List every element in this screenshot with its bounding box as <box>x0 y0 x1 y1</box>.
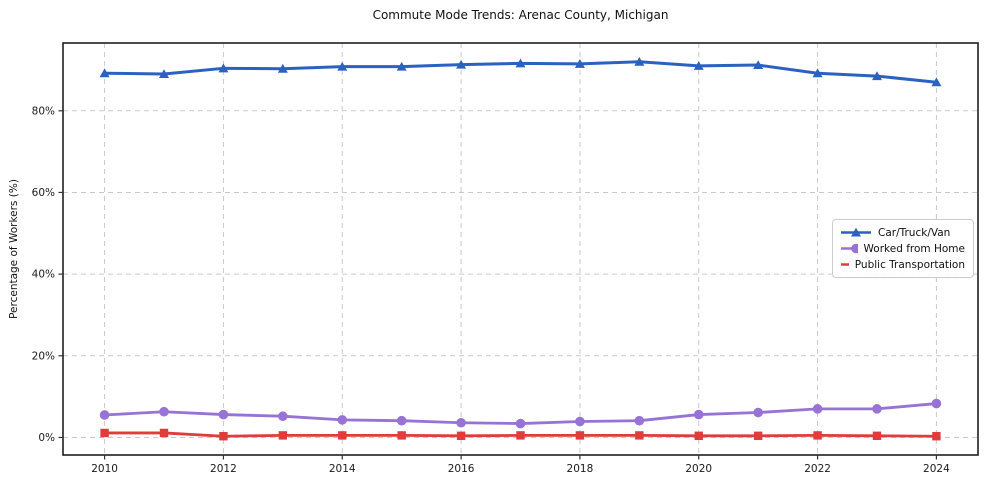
data-point-public-transportation <box>159 428 169 438</box>
data-point-public-transportation <box>575 431 585 440</box>
x-tick-label: 2022 <box>804 463 831 475</box>
data-point-car-truck-van <box>159 69 170 79</box>
y-tick-label: 80% <box>32 105 55 117</box>
data-point-car-truck-van <box>218 63 229 73</box>
data-point-car-truck-van <box>574 59 585 68</box>
data-point-public-transportation <box>694 431 703 441</box>
legend-marker-sample <box>851 243 858 254</box>
legend-item-public-transportation: Public Transportation <box>840 258 965 271</box>
data-point-car-truck-van <box>456 59 467 69</box>
data-point-worked-from-home <box>931 398 942 409</box>
y-tick-label: 20% <box>32 350 55 362</box>
legend-label: Car/Truck/Van <box>878 226 951 239</box>
data-point-car-truck-van <box>99 68 110 78</box>
legend-marker-sample <box>851 227 861 237</box>
legend-label: Public Transportation <box>854 258 965 271</box>
series-public-transportation <box>100 428 941 441</box>
data-point-car-truck-van <box>515 58 526 68</box>
public-transportation-legend-marker-icon <box>841 263 849 266</box>
series-car-truck-van <box>99 56 942 87</box>
x-tick-label: 2016 <box>448 463 475 475</box>
data-point-worked-from-home <box>337 415 348 425</box>
data-point-public-transportation <box>456 431 466 441</box>
data-point-worked-from-home <box>872 404 882 414</box>
data-point-public-transportation <box>338 431 347 440</box>
x-tick-label: 2010 <box>91 463 118 475</box>
data-point-car-truck-van <box>337 61 348 71</box>
data-point-worked-from-home <box>812 404 823 414</box>
data-point-worked-from-home <box>753 407 763 418</box>
data-point-public-transportation <box>932 432 941 441</box>
data-point-worked-from-home <box>575 416 585 427</box>
data-point-worked-from-home <box>693 409 704 420</box>
data-point-worked-from-home <box>634 415 645 426</box>
data-point-worked-from-home <box>99 410 110 420</box>
legend-item-car-truck-van: Car/Truck/Van <box>840 226 965 239</box>
data-point-car-truck-van <box>396 61 407 71</box>
x-tick-label: 2014 <box>329 463 356 475</box>
data-point-public-transportation <box>813 431 822 440</box>
data-point-worked-from-home <box>218 409 229 420</box>
data-point-car-truck-van <box>871 71 882 81</box>
chart-title: Commute Mode Trends: Arenac County, Mich… <box>372 8 669 22</box>
car-truck-van-legend-marker-icon <box>841 227 871 237</box>
data-point-public-transportation <box>516 431 525 440</box>
data-point-car-truck-van <box>277 63 288 73</box>
data-point-public-transportation <box>278 431 288 440</box>
data-point-worked-from-home <box>456 417 466 428</box>
x-tick-label: 2024 <box>923 463 950 475</box>
data-point-car-truck-van <box>634 56 645 66</box>
data-point-car-truck-van <box>693 61 704 70</box>
data-point-public-transportation <box>219 432 228 441</box>
worked-from-home-legend-marker-icon <box>841 243 858 254</box>
data-point-worked-from-home <box>515 418 526 429</box>
legend-label: Worked from Home <box>863 242 965 255</box>
data-point-car-truck-van <box>812 68 823 78</box>
data-point-car-truck-van <box>931 77 942 87</box>
plot-border <box>62 42 979 456</box>
x-tick-label: 2018 <box>567 463 594 475</box>
data-point-public-transportation <box>397 431 406 440</box>
data-point-worked-from-home <box>159 406 169 417</box>
data-point-public-transportation <box>753 431 763 441</box>
x-tick-label: 2012 <box>210 463 237 475</box>
legend: Car/Truck/Van Worked from Home Public Tran… <box>832 219 974 278</box>
legend-item-worked-from-home: Worked from Home <box>840 242 965 255</box>
data-point-worked-from-home <box>278 411 288 422</box>
data-point-worked-from-home <box>396 415 407 426</box>
data-point-public-transportation <box>635 431 644 440</box>
y-tick-label: 0% <box>38 432 55 444</box>
data-point-public-transportation <box>872 431 882 441</box>
x-tick-label: 2020 <box>685 463 712 475</box>
data-point-car-truck-van <box>753 60 764 70</box>
series-worked-from-home <box>99 398 942 429</box>
y-tick-label: 60% <box>32 187 55 199</box>
y-tick-label: 40% <box>32 269 55 281</box>
data-point-public-transportation <box>100 428 109 438</box>
